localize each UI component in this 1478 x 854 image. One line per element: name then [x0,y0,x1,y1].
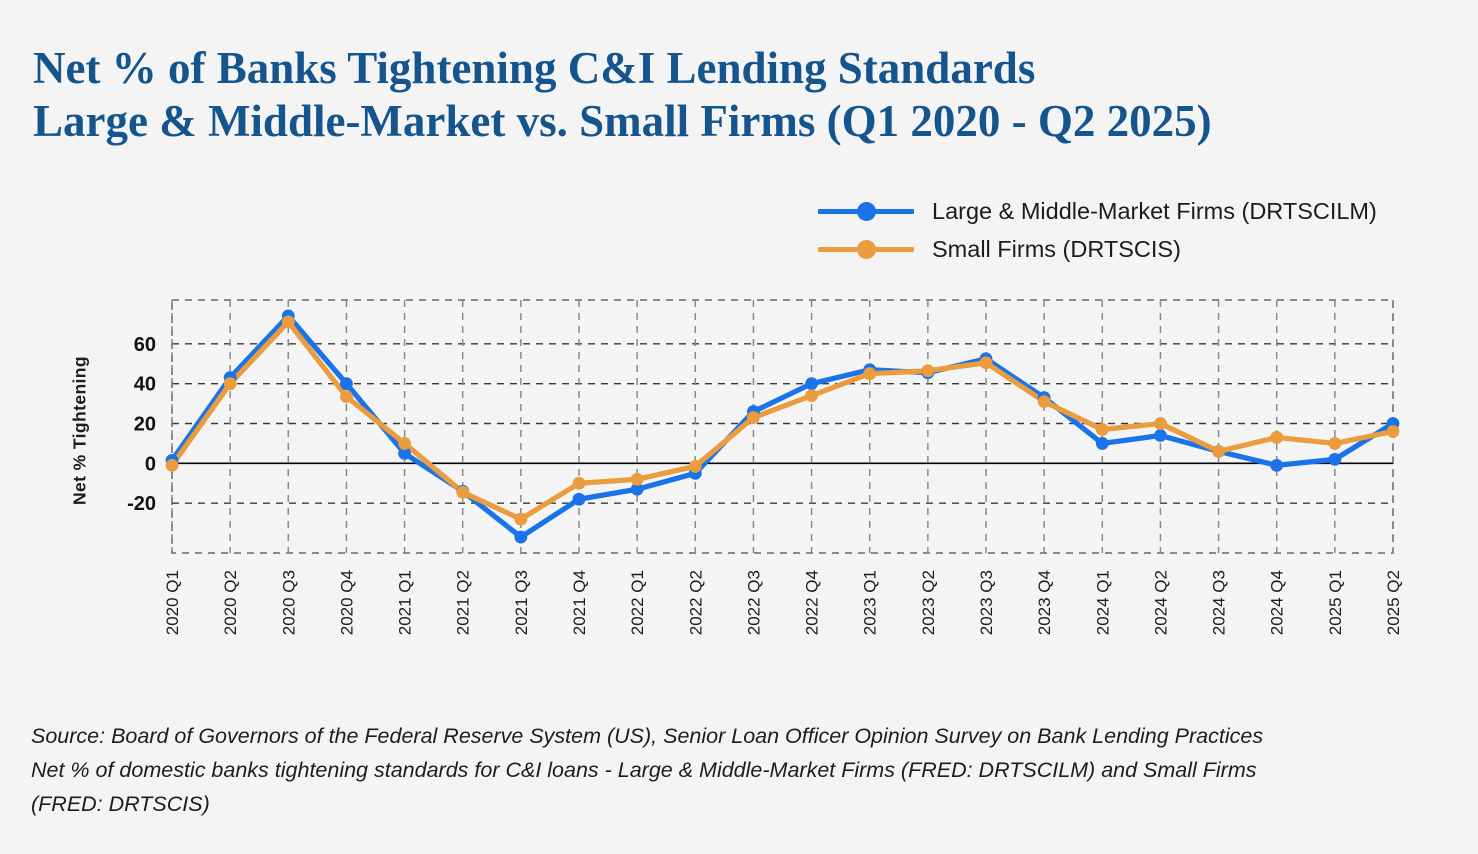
data-point-small-8 [630,472,644,486]
chart-legend: Large & Middle-Market Firms (DRTSCILM) S… [818,192,1418,268]
data-point-lmm-20 [1328,452,1342,466]
data-point-small-15 [1037,395,1051,408]
data-point-lmm-5 [456,484,470,498]
data-point-small-9 [688,459,702,473]
plot-frame [171,299,1394,554]
y-tick-label-60: 60 [134,334,156,356]
data-point-lmm-3 [340,377,353,391]
data-point-small-0 [165,458,179,472]
data-point-small-13 [921,364,935,378]
data-point-small-4 [398,437,411,450]
data-point-small-16 [1095,423,1109,436]
footnote-line-1: Source: Board of Governors of the Federa… [31,724,1264,748]
x-tick-label-14: 2023 Q3 [977,570,996,635]
footnote-line-3: (FRED: DRTSCIS) [31,792,210,816]
data-point-lmm-9 [688,466,702,480]
legend-swatch-blue [818,200,914,222]
y-tick-label-20: 20 [134,414,156,436]
data-point-small-14 [979,356,993,370]
data-point-small-2 [281,315,295,329]
data-point-lmm-12 [863,363,877,377]
series-line-large-middle-market [169,313,1396,540]
data-point-small-12 [863,367,877,381]
data-point-lmm-10 [747,405,760,418]
series-line-small-firms [169,319,1396,522]
x-tick-label-20: 2025 Q1 [1326,570,1345,635]
x-tick-label-17: 2024 Q2 [1151,570,1170,635]
data-point-lmm-14 [979,352,993,366]
x-tick-label-5: 2021 Q2 [454,570,473,635]
x-tick-label-9: 2022 Q2 [686,570,705,635]
legend-label-large-middle-market: Large & Middle-Market Firms (DRTSCILM) [932,197,1377,224]
data-point-small-10 [747,411,760,424]
x-tick-label-21: 2025 Q2 [1384,570,1403,635]
data-point-lmm-2 [281,309,295,323]
data-point-lmm-19 [1270,458,1284,472]
y-axis-title: Net % Tightening [69,356,90,505]
data-point-lmm-11 [805,377,818,391]
title-line-2: Large & Middle-Market vs. Small Firms (Q… [33,96,1212,146]
data-point-lmm-6 [514,530,528,544]
data-point-small-7 [572,476,586,490]
x-tick-label-16: 2024 Q1 [1093,570,1112,635]
legend-item-large-middle-market: Large & Middle-Market Firms (DRTSCILM) [818,192,1418,230]
data-point-lmm-8 [630,482,644,496]
source-footnote: Source: Board of Governors of the Federa… [31,719,1451,821]
data-point-small-1 [223,377,237,391]
legend-item-small-firms: Small Firms (DRTSCIS) [818,230,1418,268]
y-tick-label-40: 40 [134,374,156,396]
data-point-small-19 [1270,431,1284,444]
x-tick-label-0: 2020 Q1 [163,570,182,635]
x-tick-label-1: 2020 Q2 [221,570,240,635]
data-point-lmm-17 [1154,429,1167,442]
legend-label-small-firms: Small Firms (DRTSCIS) [932,235,1181,262]
x-tick-label-2: 2020 Q3 [279,570,298,635]
y-tick-label-0: 0 [145,453,156,475]
data-point-lmm-0 [165,453,179,467]
data-point-lmm-16 [1095,437,1109,450]
y-tick-label--20: -20 [127,493,156,515]
x-tick-label-7: 2021 Q4 [570,570,589,635]
title-line-1: Net % of Banks Tightening C&I Lending St… [33,43,1036,93]
x-tick-label-6: 2021 Q3 [512,570,531,635]
data-point-lmm-15 [1037,391,1051,405]
data-point-lmm-7 [572,492,586,506]
data-point-lmm-21 [1386,417,1400,430]
x-tick-label-13: 2023 Q2 [919,570,938,635]
x-tick-label-10: 2022 Q3 [744,570,763,635]
data-point-small-17 [1154,417,1167,430]
page-title: Net % of Banks Tightening C&I Lending St… [33,42,1453,148]
x-tick-label-3: 2020 Q4 [337,570,356,635]
data-point-small-21 [1386,425,1400,438]
x-tick-label-18: 2024 Q3 [1210,570,1229,635]
data-point-small-5 [456,485,470,499]
data-point-small-11 [805,389,818,403]
x-tick-label-15: 2023 Q4 [1035,570,1054,635]
x-tick-label-4: 2021 Q1 [396,570,415,635]
footnote-line-2: Net % of domestic banks tightening stand… [31,758,1257,782]
data-point-small-3 [340,390,353,404]
x-tick-label-8: 2022 Q1 [628,570,647,635]
data-point-lmm-18 [1212,445,1225,458]
data-point-lmm-1 [223,371,237,385]
x-tick-label-11: 2022 Q4 [803,570,822,635]
legend-swatch-orange [818,238,914,260]
data-point-lmm-13 [921,366,935,380]
data-point-small-20 [1328,437,1342,450]
data-point-small-6 [514,512,528,526]
data-point-small-18 [1212,445,1225,458]
x-tick-label-12: 2023 Q1 [861,570,880,635]
x-tick-label-19: 2024 Q4 [1268,570,1287,635]
data-point-lmm-4 [398,446,411,460]
